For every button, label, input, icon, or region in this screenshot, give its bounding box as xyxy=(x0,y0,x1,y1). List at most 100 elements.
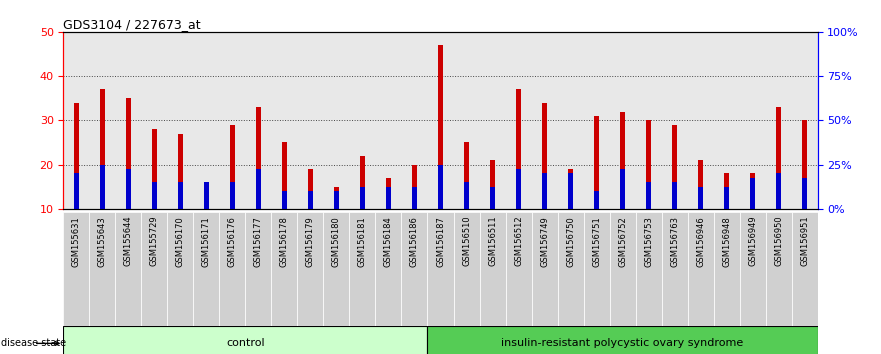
Bar xyxy=(90,212,115,326)
Bar xyxy=(803,120,807,209)
Bar xyxy=(256,107,261,209)
Bar xyxy=(724,187,729,209)
Bar xyxy=(386,178,391,209)
Bar xyxy=(583,212,610,326)
Text: GSM155643: GSM155643 xyxy=(98,216,107,267)
Text: GSM156751: GSM156751 xyxy=(592,216,601,267)
Bar xyxy=(152,129,157,209)
Text: GSM156181: GSM156181 xyxy=(358,216,367,267)
Text: GSM156187: GSM156187 xyxy=(436,216,445,267)
Bar xyxy=(610,212,635,326)
Text: GSM156177: GSM156177 xyxy=(254,216,263,267)
Bar xyxy=(506,212,531,326)
Bar xyxy=(386,187,391,209)
Bar xyxy=(438,165,443,209)
Bar xyxy=(724,173,729,209)
Bar xyxy=(402,212,427,326)
Text: GSM155631: GSM155631 xyxy=(72,216,81,267)
Bar xyxy=(646,120,651,209)
Bar xyxy=(594,191,599,209)
Bar xyxy=(803,178,807,209)
Text: GSM156949: GSM156949 xyxy=(748,216,757,267)
Bar xyxy=(739,212,766,326)
Text: GSM156180: GSM156180 xyxy=(332,216,341,267)
Text: GSM156763: GSM156763 xyxy=(670,216,679,267)
Text: GSM155729: GSM155729 xyxy=(150,216,159,267)
Text: GSM156171: GSM156171 xyxy=(202,216,211,267)
Text: GSM156753: GSM156753 xyxy=(644,216,653,267)
Bar xyxy=(776,107,781,209)
Bar xyxy=(635,212,662,326)
Bar xyxy=(167,212,194,326)
Bar xyxy=(672,125,677,209)
Bar xyxy=(63,326,427,354)
Bar xyxy=(672,182,677,209)
Bar xyxy=(204,182,209,209)
Bar xyxy=(142,212,167,326)
Bar xyxy=(204,182,209,209)
Bar xyxy=(115,212,142,326)
Bar xyxy=(100,89,105,209)
Text: GSM155644: GSM155644 xyxy=(124,216,133,267)
Text: GSM156178: GSM156178 xyxy=(280,216,289,267)
Bar xyxy=(646,182,651,209)
Bar xyxy=(464,143,469,209)
Bar xyxy=(412,187,417,209)
Bar xyxy=(178,182,182,209)
Bar xyxy=(427,326,818,354)
Bar xyxy=(194,212,219,326)
Bar xyxy=(714,212,739,326)
Bar xyxy=(479,212,506,326)
Text: GSM156750: GSM156750 xyxy=(566,216,575,267)
Bar xyxy=(246,212,271,326)
Text: GSM156951: GSM156951 xyxy=(800,216,809,267)
Text: GSM156948: GSM156948 xyxy=(722,216,731,267)
Bar xyxy=(791,212,818,326)
Text: GSM156510: GSM156510 xyxy=(462,216,471,267)
Bar xyxy=(334,187,339,209)
Text: GSM156752: GSM156752 xyxy=(618,216,627,267)
Bar xyxy=(152,182,157,209)
Text: GSM156512: GSM156512 xyxy=(514,216,523,267)
Bar xyxy=(490,160,495,209)
Bar xyxy=(776,173,781,209)
Bar xyxy=(63,212,90,326)
Bar xyxy=(687,212,714,326)
Bar xyxy=(230,125,235,209)
Bar xyxy=(74,103,78,209)
Bar xyxy=(699,187,703,209)
Bar xyxy=(375,212,402,326)
Bar xyxy=(256,169,261,209)
Bar xyxy=(298,212,323,326)
Text: insulin-resistant polycystic ovary syndrome: insulin-resistant polycystic ovary syndr… xyxy=(501,338,744,348)
Bar xyxy=(542,173,547,209)
Bar xyxy=(360,156,365,209)
Text: GSM156184: GSM156184 xyxy=(384,216,393,267)
Bar xyxy=(454,212,479,326)
Bar xyxy=(620,112,625,209)
Bar xyxy=(74,173,78,209)
Bar xyxy=(334,191,339,209)
Bar xyxy=(766,212,791,326)
Bar xyxy=(282,191,287,209)
Bar xyxy=(620,169,625,209)
Bar xyxy=(542,103,547,209)
Bar xyxy=(438,45,443,209)
Bar xyxy=(350,212,375,326)
Bar xyxy=(516,89,521,209)
Bar xyxy=(516,169,521,209)
Text: GSM156176: GSM156176 xyxy=(228,216,237,267)
Bar xyxy=(308,191,313,209)
Bar xyxy=(360,187,365,209)
Bar xyxy=(282,143,287,209)
Text: disease state: disease state xyxy=(1,338,66,348)
Text: GSM156950: GSM156950 xyxy=(774,216,783,267)
Bar xyxy=(490,187,495,209)
Bar xyxy=(568,169,573,209)
Bar xyxy=(427,212,454,326)
Bar xyxy=(751,173,755,209)
Bar xyxy=(464,182,469,209)
Bar xyxy=(662,212,687,326)
Text: GSM156179: GSM156179 xyxy=(306,216,315,267)
Bar xyxy=(178,134,182,209)
